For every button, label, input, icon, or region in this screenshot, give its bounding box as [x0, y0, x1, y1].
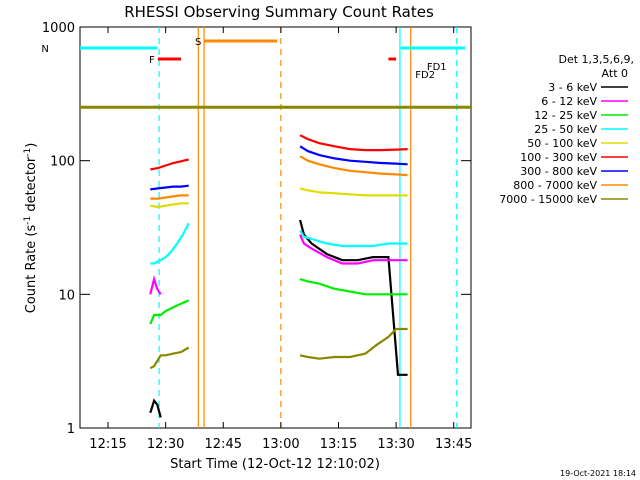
series-line-5-segment-1 — [299, 134, 408, 152]
series-line-1-segment-0 — [149, 275, 162, 295]
y-axis-title: Count Rate (s-1 detector-1) — [23, 143, 39, 314]
series-line-6-segment-0 — [150, 184, 189, 191]
y-axis-title-end: ) — [24, 143, 39, 148]
timestamp: 19-Oct-2021 18:14 — [560, 469, 636, 478]
series-lines — [149, 134, 408, 418]
marker-label-0: N — [41, 44, 48, 55]
legend-label-8: 7000 - 15000 keV — [499, 193, 597, 206]
legend-label-5: 100 - 300 keV — [520, 151, 597, 164]
marker-label-5: FD1 — [427, 62, 447, 73]
series-line-2-segment-0 — [149, 299, 190, 325]
series-line-1-segment-1 — [299, 234, 408, 265]
legend-label-1: 6 - 12 keV — [541, 95, 597, 108]
series-line-6-segment-1 — [299, 145, 408, 166]
series-line-7-segment-1 — [299, 155, 408, 177]
legend-label-2: 12 - 25 keV — [534, 109, 597, 122]
x-tick-label-6: 13:45 — [435, 437, 472, 452]
y-tick-label-2: 100 — [50, 155, 75, 170]
x-tick-label-2: 12:45 — [205, 437, 242, 452]
series-line-3-segment-1 — [299, 230, 408, 248]
series-line-8-segment-0 — [149, 346, 190, 370]
x-tick-label-4: 13:15 — [320, 437, 357, 452]
legend-label-4: 50 - 100 keV — [527, 137, 597, 150]
series-line-8-segment-1 — [299, 327, 408, 360]
series-line-7-segment-0 — [150, 194, 189, 200]
series-line-2-segment-1 — [299, 278, 408, 296]
legend-header-detectors: Det 1,3,5,6,9, — [558, 53, 634, 66]
series-line-5-segment-0 — [150, 158, 189, 171]
axes: 12:15 12:30 12:45 13:00 13:15 13:30 13:45 1 10 10… — [42, 21, 473, 452]
y-tick-label-1: 10 — [58, 288, 75, 303]
marker-label-6: FD2 — [415, 70, 435, 81]
legend-header-attenuator: Att 0 — [602, 67, 628, 80]
series-line-4-segment-1 — [299, 187, 408, 197]
chart-title: RHESSI Observing Summary Count Rates — [124, 3, 434, 21]
series-line-4-segment-0 — [150, 202, 189, 209]
legend-label-0: 3 - 6 keV — [548, 81, 597, 94]
y-axis-title-sup2: -1 — [23, 148, 33, 157]
y-axis-title-sup1: -1 — [23, 216, 33, 225]
series-line-0-segment-0 — [149, 398, 162, 418]
reference-lines — [80, 27, 471, 428]
marker-label-2: F — [149, 55, 155, 66]
x-tick-label-0: 12:15 — [89, 437, 126, 452]
legend-label-6: 300 - 800 keV — [520, 165, 597, 178]
y-axis-title-mid: detector — [24, 156, 39, 216]
y-tick-label-3: 1000 — [42, 21, 75, 36]
x-tick-label-1: 12:30 — [147, 437, 184, 452]
x-tick-label-5: 13:30 — [377, 437, 414, 452]
y-tick-label-0: 1 — [67, 422, 75, 437]
plot-frame — [79, 26, 472, 429]
series-line-0-segment-1 — [299, 219, 408, 376]
legend-label-3: 25 - 50 keV — [534, 123, 597, 136]
y-axis-title-main: Count Rate (s — [24, 225, 39, 314]
x-axis-title: Start Time (12-Oct-12 12:10:02) — [170, 457, 380, 472]
series-line-3-segment-0 — [150, 222, 190, 265]
x-tick-label-3: 13:00 — [262, 437, 299, 452]
marker-label-4: S — [195, 37, 201, 48]
legend-label-7: 800 - 7000 keV — [513, 179, 597, 192]
